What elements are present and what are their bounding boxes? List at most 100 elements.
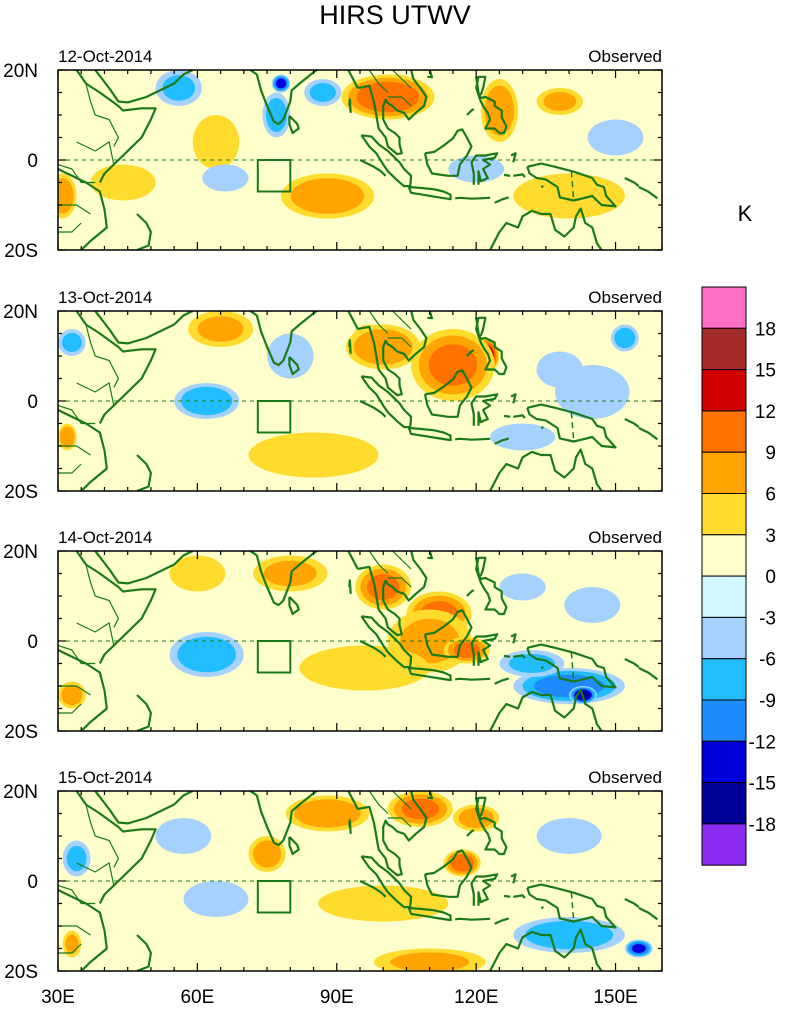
coastline xyxy=(540,666,544,670)
coastline xyxy=(494,196,510,204)
coastline xyxy=(348,819,352,834)
coastline xyxy=(423,128,473,177)
contour-blob xyxy=(543,92,577,111)
panel-date: 13-Oct-2014 xyxy=(58,288,153,307)
coastline xyxy=(510,873,517,884)
coastline xyxy=(357,551,428,637)
coastline xyxy=(638,186,659,200)
x-tick-label: 60E xyxy=(180,987,214,1008)
coastline xyxy=(455,917,491,921)
coastline xyxy=(475,316,508,376)
country-border xyxy=(58,445,91,456)
contour-blob xyxy=(267,333,314,379)
coastline xyxy=(513,894,526,899)
country-border xyxy=(387,817,412,828)
coastline xyxy=(359,159,387,177)
coastline xyxy=(407,906,452,922)
panels: 20N 0 20S 12-Oct-2014 Observed 20N 0 20S 13-Oct-… xyxy=(3,47,663,983)
coastline xyxy=(540,185,544,189)
coastline xyxy=(489,207,603,250)
coastline xyxy=(407,666,452,682)
colorbar-swatch xyxy=(701,493,747,536)
contour-blob xyxy=(536,818,602,854)
coastline xyxy=(427,791,434,800)
contour-blob xyxy=(299,645,430,691)
colorbar-swatch xyxy=(701,369,747,412)
coastline xyxy=(540,426,544,430)
coastlines xyxy=(58,70,659,250)
panel-field xyxy=(58,311,662,491)
box-region xyxy=(256,640,292,674)
colorbar-label: -18 xyxy=(749,815,776,836)
coastline xyxy=(427,311,434,320)
coastline xyxy=(470,393,499,426)
country-border xyxy=(368,791,389,814)
contour-blob xyxy=(177,636,237,673)
contour-blob xyxy=(490,423,556,451)
coastline xyxy=(475,796,508,856)
colorbar-label: 15 xyxy=(755,361,776,382)
contour-blob xyxy=(484,85,515,136)
colorbar-swatch xyxy=(701,616,747,660)
borders xyxy=(58,311,412,474)
contour-blob xyxy=(58,178,74,214)
coastline xyxy=(94,70,194,104)
coastline xyxy=(489,688,603,731)
coastlines xyxy=(58,538,659,731)
coastline xyxy=(359,400,387,418)
panel-1: 20N 0 20S 12-Oct-2014 Observed xyxy=(3,47,663,262)
coastline xyxy=(513,173,526,178)
colorbar-label: 9 xyxy=(765,443,776,464)
contour-blob xyxy=(155,818,212,854)
contour-blob xyxy=(264,560,317,587)
coastline xyxy=(472,538,484,543)
coastline xyxy=(288,115,300,135)
country-border xyxy=(387,577,412,588)
coastline xyxy=(510,152,517,163)
coastline xyxy=(489,928,603,971)
panel-date: 14-Oct-2014 xyxy=(58,528,153,547)
colorbar-swatch xyxy=(701,782,747,825)
country-border xyxy=(58,943,82,954)
border-dashed xyxy=(570,412,575,442)
colorbar-swatch xyxy=(701,699,747,742)
coastline xyxy=(288,836,300,856)
colorbar-swatch xyxy=(701,823,747,866)
contour-blob xyxy=(587,119,644,156)
coastline xyxy=(510,393,517,404)
coastline xyxy=(494,917,510,925)
y-tick-label: 20N xyxy=(3,61,38,82)
coastline xyxy=(624,658,640,668)
coastline xyxy=(513,654,526,659)
x-tick-label: 120E xyxy=(454,987,498,1008)
y-tick-label: 20S xyxy=(4,482,38,503)
contour-blob xyxy=(61,684,83,706)
coastline xyxy=(347,70,359,89)
x-tick-label: 150E xyxy=(593,987,637,1008)
colorbar-swatch xyxy=(701,658,747,701)
panel-label: Observed xyxy=(588,288,662,307)
coastline xyxy=(470,152,499,185)
coastline xyxy=(624,177,640,187)
panel-label: Observed xyxy=(588,768,662,787)
coastline xyxy=(638,907,659,921)
contour-blob xyxy=(309,83,336,102)
colorbar-label: -12 xyxy=(749,732,776,753)
contour-blob xyxy=(202,164,249,192)
colorbar-swatch xyxy=(701,451,747,495)
coastline xyxy=(407,185,452,201)
y-tick-label: 20N xyxy=(3,302,38,323)
panel-date: 15-Oct-2014 xyxy=(58,768,153,787)
coastline xyxy=(510,633,517,644)
coastline xyxy=(526,643,617,689)
colorbar-swatch xyxy=(701,534,747,577)
coastline xyxy=(234,791,319,847)
country-border xyxy=(58,644,96,665)
contour-blob xyxy=(169,555,226,592)
colorbar-label: 3 xyxy=(765,526,776,547)
coastline xyxy=(347,311,359,330)
coastline xyxy=(348,98,352,113)
coastline xyxy=(427,70,434,79)
contour-blob xyxy=(181,386,233,416)
contour-blob xyxy=(290,178,365,214)
